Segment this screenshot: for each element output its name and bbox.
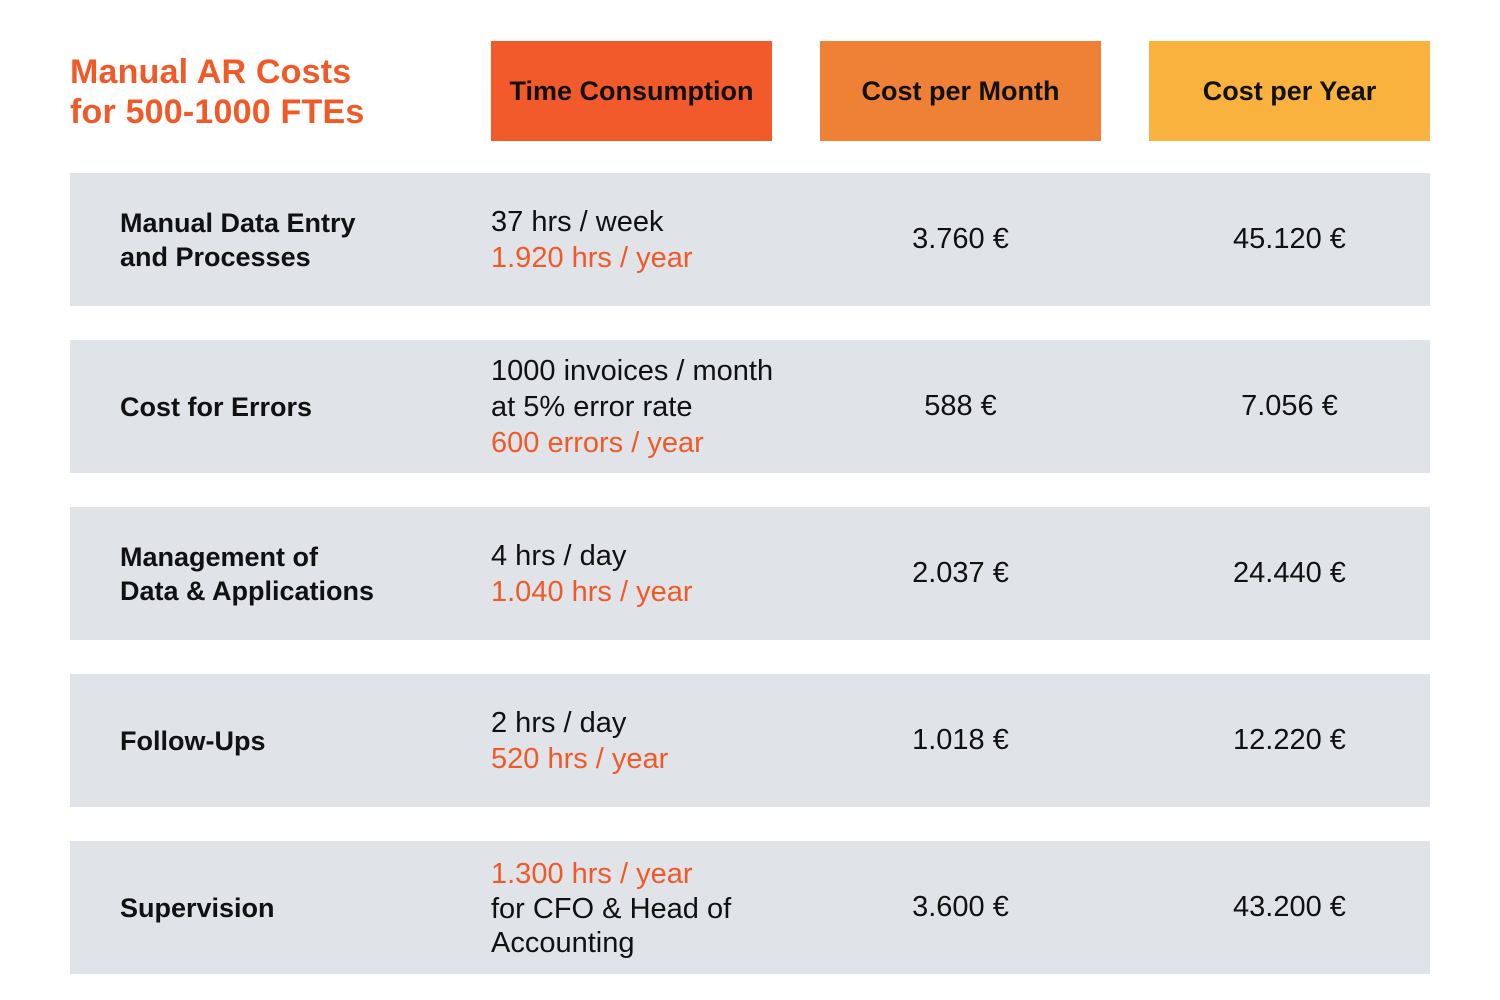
table-row: Supervision 1.300 hrs / year for CFO & H…: [70, 841, 1430, 974]
time-highlight: 520 hrs / year: [491, 742, 669, 775]
time-value: 2 hrs / day: [491, 706, 627, 739]
cost-per-year-cell: 12.220 €: [1233, 724, 1346, 756]
time-value: 1000 invoices / month: [491, 354, 774, 387]
cost-per-month-cell: 2.037 €: [912, 557, 1009, 589]
cost-per-month-cell: 1.018 €: [912, 724, 1009, 756]
time-consumption-cell: 2 hrs / day 520 hrs / year: [491, 674, 851, 807]
time-consumption-cell: 1.300 hrs / year for CFO & Head of Accou…: [491, 841, 851, 974]
table-row: Follow-Ups 2 hrs / day 520 hrs / year 1.…: [70, 674, 1430, 807]
time-value: 37 hrs / week: [491, 205, 664, 238]
row-label-line: and Processes: [120, 241, 311, 272]
title-line-1: Manual AR Costs: [70, 53, 352, 91]
header-cost-per-year: Cost per Year: [1149, 41, 1430, 141]
cost-per-month-cell: 3.600 €: [912, 891, 1009, 923]
row-label-line: Supervision: [120, 892, 275, 923]
row-label: Cost for Errors: [120, 340, 450, 473]
time-highlight: 600 errors / year: [491, 426, 704, 459]
row-label-line: Cost for Errors: [120, 391, 313, 422]
time-highlight: 1.300 hrs / year: [491, 857, 693, 890]
row-label-line: Management of: [120, 541, 319, 572]
cost-per-year-cell: 43.200 €: [1233, 891, 1346, 923]
time-value: Accounting: [491, 926, 635, 959]
page-title: Manual AR Costs for 500-1000 FTEs: [70, 52, 470, 132]
row-label: Management of Data & Applications: [120, 507, 450, 640]
row-label: Follow-Ups: [120, 674, 450, 807]
time-value: at 5% error rate: [491, 390, 693, 423]
table-row: Manual Data Entry and Processes 37 hrs /…: [70, 173, 1430, 306]
table-row: Cost for Errors 1000 invoices / month at…: [70, 340, 1430, 473]
row-label: Supervision: [120, 841, 450, 974]
table-row: Management of Data & Applications 4 hrs …: [70, 507, 1430, 640]
time-consumption-cell: 1000 invoices / month at 5% error rate 6…: [491, 340, 851, 473]
row-label-line: Manual Data Entry: [120, 207, 356, 238]
time-consumption-cell: 37 hrs / week 1.920 hrs / year: [491, 173, 851, 306]
title-line-2: for 500-1000 FTEs: [70, 93, 365, 131]
time-consumption-cell: 4 hrs / day 1.040 hrs / year: [491, 507, 851, 640]
row-label-line: Follow-Ups: [120, 725, 266, 756]
header-cost-per-month: Cost per Month: [820, 41, 1101, 141]
cost-per-year-cell: 24.440 €: [1233, 557, 1346, 589]
time-highlight: 1.040 hrs / year: [491, 575, 693, 608]
row-label-line: Data & Applications: [120, 575, 375, 606]
cost-per-year-cell: 7.056 €: [1241, 390, 1338, 422]
cost-per-month-cell: 3.760 €: [912, 223, 1009, 255]
time-value: 4 hrs / day: [491, 539, 627, 572]
time-highlight: 1.920 hrs / year: [491, 241, 693, 274]
header-time-consumption: Time Consumption: [491, 41, 772, 141]
row-label: Manual Data Entry and Processes: [120, 173, 450, 306]
cost-per-year-cell: 45.120 €: [1233, 223, 1346, 255]
time-value: for CFO & Head of: [491, 892, 732, 925]
cost-per-month-cell: 588 €: [924, 390, 997, 422]
